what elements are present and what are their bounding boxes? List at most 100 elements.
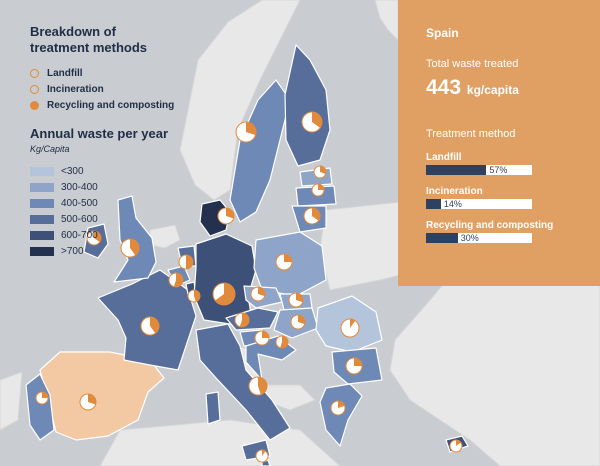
pie-recycling-slice	[318, 184, 324, 190]
bin-swatch	[30, 166, 54, 176]
pie-recycling-slice	[338, 401, 345, 408]
method-bar-incineration: 14%	[426, 199, 532, 209]
legend-bin-500-600: 500-600	[30, 213, 98, 225]
legend-item-incineration: Incineration	[30, 82, 104, 96]
panel-section-label: Treatment method	[426, 128, 516, 140]
bin-label: 400-500	[61, 197, 98, 209]
pie-recycling-slice	[226, 208, 234, 219]
pie-poland	[275, 253, 293, 271]
pie-recycling-slice	[280, 336, 288, 348]
panel-country-name: Spain	[426, 26, 459, 40]
pie-latvia	[311, 183, 325, 197]
breakdown-title-line1: Breakdown of	[30, 24, 116, 39]
pie-sweden	[235, 121, 257, 143]
recycling-marker-icon	[30, 100, 39, 110]
legend-item-landfill: Landfill	[30, 66, 83, 80]
pie-recycling-slice	[94, 231, 102, 243]
pie-recycling-slice	[284, 254, 292, 262]
method-bar-recycling: 30%	[426, 233, 532, 243]
country-sardinia[interactable]	[205, 391, 221, 425]
total-value-number: 443	[426, 76, 462, 99]
country-germany[interactable]	[193, 233, 257, 325]
pie-recycling-slice	[262, 450, 266, 456]
incineration-marker-icon	[30, 84, 39, 94]
pie-recycling-slice	[194, 290, 200, 302]
pie-recycling-slice	[456, 440, 461, 446]
pie-malta	[255, 449, 269, 463]
annual-waste-title: Annual waste per year	[30, 126, 168, 141]
pie-luxembourg	[187, 289, 201, 303]
pie-united-kingdom	[120, 238, 140, 258]
pie-netherlands	[178, 254, 194, 270]
total-value-unit: kg/capita	[466, 83, 519, 97]
method-label-landfill: Landfill	[426, 152, 462, 163]
bar-percent: 30%	[460, 233, 479, 243]
pie-recycling-slice	[350, 319, 356, 328]
pie-recycling-slice	[298, 315, 306, 325]
pie-recycling-slice	[320, 166, 326, 174]
method-bar-landfill: 57%	[426, 165, 532, 175]
panel-total-label: Total waste treated	[426, 58, 519, 70]
pie-finland	[301, 111, 323, 133]
pie-belgium	[168, 272, 184, 288]
pie-cyprus	[449, 439, 463, 453]
bin-swatch	[30, 182, 54, 192]
pie-romania	[340, 318, 360, 338]
pie-germany	[212, 282, 236, 306]
country-portugal[interactable]	[25, 373, 55, 441]
country-italy[interactable]	[195, 323, 291, 441]
pie-recycling-slice	[258, 287, 266, 297]
bin-label: >700	[61, 245, 84, 257]
country-finland[interactable]	[284, 44, 331, 167]
bar-percent: 14%	[443, 199, 462, 209]
country-info-panel: Spain Total waste treated 443 kg/capita …	[398, 0, 600, 286]
pie-recycling-slice	[262, 331, 269, 338]
landfill-marker-icon	[30, 68, 39, 78]
legend-label-recycling: Recycling and composting	[47, 99, 175, 111]
method-label-recycling: Recycling and composting	[426, 220, 554, 231]
pie-estonia	[313, 165, 327, 179]
pie-denmark	[217, 207, 235, 225]
annual-waste-unit: Kg/Capita	[30, 144, 70, 154]
pie-slovakia	[288, 292, 304, 308]
pie-recycling-slice	[246, 122, 256, 136]
legend-item-recycling: Recycling and composting	[30, 98, 174, 112]
pie-greece	[330, 400, 346, 416]
pie-france	[140, 316, 160, 336]
bin-label: 300-400	[61, 181, 98, 193]
pie-recycling-slice	[150, 317, 159, 334]
pie-recycling-slice	[258, 377, 268, 395]
country-spain[interactable]	[39, 351, 165, 441]
legend-bin-300-400: 300-400	[30, 181, 98, 193]
country-greece[interactable]	[319, 383, 363, 447]
pie-recycling-slice	[354, 358, 362, 366]
pie-recycling-slice	[88, 394, 96, 405]
pie-ireland	[86, 230, 102, 246]
panel-total-value: 443 kg/capita	[426, 76, 519, 100]
breakdown-title-line2: treatment methods	[30, 40, 148, 55]
pie-czechia	[250, 286, 266, 302]
legend-label-incineration: Incineration	[47, 83, 104, 95]
pie-bulgaria	[345, 357, 363, 375]
legend-bin-gt700: >700	[30, 245, 84, 257]
pie-recycling-slice	[173, 273, 183, 287]
bar-percent: 57%	[489, 165, 508, 175]
pie-recycling-slice	[239, 313, 249, 327]
pie-italy	[248, 376, 268, 396]
pie-croatia	[254, 330, 270, 346]
pie-recycling-slice	[312, 208, 321, 221]
bar-fill	[426, 165, 487, 175]
bar-fill	[426, 233, 458, 243]
legend-bin-400-500: 400-500	[30, 197, 98, 209]
pie-portugal	[35, 391, 49, 405]
pie-recycling-slice	[42, 392, 48, 398]
pie-hungary	[290, 314, 306, 330]
pie-spain	[79, 393, 97, 411]
bin-swatch	[30, 246, 54, 256]
pie-recycling-slice	[215, 283, 235, 305]
bin-label: <300	[61, 165, 84, 177]
bin-label: 500-600	[61, 213, 98, 225]
pie-recycling-slice	[296, 293, 303, 303]
legend-bin-600-700: 600-700	[30, 229, 98, 241]
